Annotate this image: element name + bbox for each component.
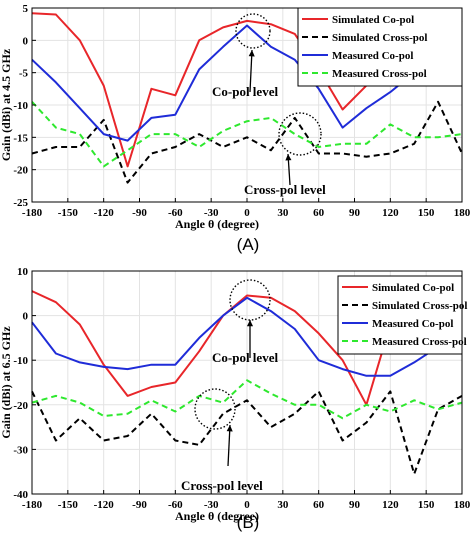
x-tick-label: 150 — [418, 499, 435, 511]
y-axis-label: Gain (dBi) at 4.5 GHz — [0, 48, 13, 161]
legend-entry: Measured Cross-pol — [332, 68, 427, 80]
x-tick-label: -60 — [168, 207, 183, 219]
x-tick-label: 120 — [382, 499, 399, 511]
x-tick-label: 30 — [277, 207, 289, 219]
y-tick-label: -20 — [13, 400, 28, 412]
panel-label: (A) — [237, 235, 260, 254]
annotation-label: Cross-pol level — [181, 478, 263, 493]
x-tick-label: 150 — [418, 207, 435, 219]
y-tick-label: -40 — [13, 489, 28, 501]
y-tick-label: -20 — [13, 165, 28, 177]
legend-entry: Simulated Cross-pol — [332, 32, 427, 44]
legend-entry: Simulated Co-pol — [372, 282, 454, 294]
chart-b: -180 -150 -120 -90 -60 -30 0 30 60 90 120 150 180 10 0… — [0, 266, 471, 532]
annotation-label: Cross-pol level — [244, 182, 326, 197]
y-tick-label: -15 — [13, 132, 28, 144]
x-tick-label: -60 — [168, 499, 183, 511]
x-tick-label: 120 — [382, 207, 399, 219]
x-tick-label: 90 — [349, 207, 361, 219]
y-tick-label: -30 — [13, 444, 28, 456]
annotation-arrowhead — [226, 425, 233, 432]
x-tick-label: -120 — [94, 207, 115, 219]
series-line — [31, 390, 463, 475]
annotation-circle — [235, 13, 271, 49]
legend-entry: Measured Cross-pol — [372, 336, 467, 348]
legend-entry: Measured Co-pol — [372, 318, 453, 330]
x-axis-label: Angle θ (degree) — [175, 509, 259, 523]
x-tick-label: 30 — [277, 499, 289, 511]
x-tick-label: 90 — [349, 499, 361, 511]
x-tick-label: -180 — [22, 207, 43, 219]
y-tick-label: 10 — [17, 266, 29, 278]
legend: Simulated Co-pol Simulated Cross-pol Measu… — [337, 275, 467, 355]
series-line — [31, 24, 463, 142]
legend-box — [337, 275, 463, 355]
y-tick-label: -25 — [13, 197, 28, 209]
annotation-arrowhead — [246, 320, 254, 327]
series-line — [31, 379, 463, 420]
y-tick-label: -10 — [13, 100, 28, 112]
y-tick-label: 0 — [23, 311, 29, 323]
x-tick-label: -120 — [94, 499, 115, 511]
x-tick-label: -90 — [132, 207, 147, 219]
x-tick-label: 60 — [313, 207, 325, 219]
y-tick-label: -5 — [19, 68, 29, 80]
annotation-arrowhead — [285, 154, 292, 161]
x-tick-label: 180 — [454, 207, 471, 219]
x-axis-label: Angle θ (degree) — [175, 217, 259, 231]
annotation-arrow — [249, 49, 253, 93]
x-tick-label: 0 — [244, 499, 250, 511]
annotation-circle — [229, 279, 271, 321]
annotation-arrow — [227, 424, 231, 467]
x-tick-label: 60 — [313, 499, 325, 511]
series-line — [31, 296, 463, 377]
chart-a: -180 -150 -120 -90 -60 -30 0 30 60 90 120 150 180 5 0 -… — [0, 3, 471, 254]
y-axis-label: Gain (dBi) at 6.5 GHz — [0, 326, 13, 439]
x-tick-label: -30 — [204, 499, 219, 511]
annotation-arrowhead — [248, 50, 255, 57]
x-tick-label: 180 — [454, 499, 471, 511]
x-tick-label: -150 — [58, 499, 79, 511]
y-tick-label: -10 — [13, 355, 28, 367]
y-tick-label: 5 — [23, 3, 29, 15]
series-line — [31, 100, 463, 184]
x-tick-label: -90 — [132, 499, 147, 511]
annotation-circle — [278, 112, 322, 156]
legend-entry: Simulated Cross-pol — [372, 300, 467, 312]
series-line — [31, 101, 463, 168]
x-tick-label: -150 — [58, 207, 79, 219]
legend: Simulated Co-pol Simulated Cross-pol Measu… — [297, 7, 463, 87]
legend-entry: Simulated Co-pol — [332, 14, 414, 26]
y-tick-label: 0 — [23, 35, 29, 47]
x-tick-label: -180 — [22, 499, 43, 511]
annotation-label: Co-pol level — [212, 350, 278, 365]
legend-entry: Measured Co-pol — [332, 50, 413, 62]
annotation-circle — [194, 388, 236, 430]
panel-label: (B) — [237, 513, 260, 532]
x-tick-label: 0 — [244, 207, 250, 219]
x-tick-label: -30 — [204, 207, 219, 219]
annotation-label: Co-pol level — [212, 84, 278, 99]
